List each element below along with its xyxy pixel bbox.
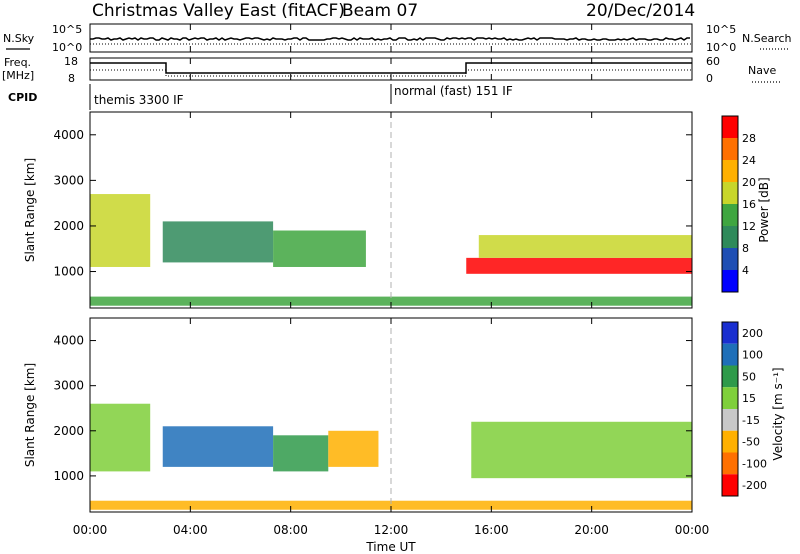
nsky-panel: N.Sky 10^5 10^0 10^5 10^0 N.Search (3, 23, 792, 54)
velocity-colorbar-tick-label: -15 (742, 414, 760, 427)
velocity-colorbar-segment (722, 322, 738, 344)
power-colorbar-tick-label: 20 (742, 176, 756, 189)
power-y-tick-label: 2000 (53, 219, 84, 233)
velocity-colorbar-segment (722, 343, 738, 366)
power-colorbar-frame (721, 115, 739, 293)
power-colorbar-segment (722, 204, 738, 226)
power-region-1 (162, 221, 274, 263)
cpid-row: CPID themis 3300 IF normal (fast) 151 IF (8, 84, 513, 110)
velocity-colorbar-segment (722, 430, 738, 453)
velocity-region-3 (328, 430, 379, 467)
power-region-2 (273, 230, 366, 267)
velocity-y-tick-label: 2000 (53, 424, 84, 438)
time-axis-label: Time UT (365, 540, 416, 554)
velocity-colorbar-tick-label: -100 (742, 457, 767, 470)
nsearch-tick-bottom: 10^0 (706, 41, 736, 54)
velocity-colorbar-segment (722, 474, 738, 496)
beam-title: Beam 07 (342, 1, 418, 21)
velocity-region-5 (90, 500, 692, 510)
freq-label-line2: [MHz] (2, 69, 34, 82)
velocity-colorbar-tick-label: 15 (742, 392, 756, 405)
power-colorbar-segment (722, 182, 738, 204)
time-tick-label: 08:00 (273, 523, 308, 537)
power-colorbar-segment (722, 226, 738, 248)
freq-label-line1: Freq. (4, 56, 31, 69)
velocity-colorbar-tick-label: -50 (742, 436, 760, 449)
time-tick-label: 16:00 (474, 523, 509, 537)
freq-tick-bottom: 8 (68, 72, 75, 85)
power-region-3 (466, 257, 692, 274)
time-tick-label: 04:00 (173, 523, 208, 537)
power-region-5 (90, 296, 692, 306)
velocity-colorbar-segment (722, 452, 738, 475)
velocity-colorbar-segment (722, 409, 738, 431)
nsearch-tick-top: 10^5 (706, 23, 736, 36)
freq-tick-top: 18 (64, 55, 78, 68)
nave-label: Nave (748, 64, 776, 77)
velocity-heatmap (90, 403, 692, 510)
velocity-colorbar: 200 100 50 15 -15 -50 -100 -200 (721, 321, 767, 497)
nsky-tick-bottom: 10^0 (52, 41, 82, 54)
velocity-y-tick-label: 1000 (53, 469, 84, 483)
nsky-label: N.Sky (3, 32, 35, 45)
power-colorbar-tick-label: 24 (742, 154, 756, 167)
nsearch-label: N.Search (742, 32, 792, 45)
cpid-label: CPID (8, 91, 37, 104)
velocity-region-1 (162, 426, 274, 467)
power-colorbar-label: Power [dB] (757, 177, 771, 242)
time-tick-label: 00:00 (675, 523, 710, 537)
time-tick-label: 00:00 (73, 523, 108, 537)
power-region-0 (90, 194, 151, 267)
power-colorbar: 4 8 12 16 20 24 28 (721, 115, 756, 293)
cpid-segment-2: normal (fast) 151 IF (394, 84, 513, 98)
nsky-trace (90, 37, 690, 41)
power-panel: 1000 2000 3000 4000 Slant Range [km] (23, 111, 693, 309)
velocity-region-4 (471, 421, 692, 479)
time-tick-label: 12:00 (374, 523, 409, 537)
station-title: Christmas Valley East (fitACF) (92, 1, 345, 21)
nave-tick-bottom: 0 (706, 72, 713, 85)
power-y-label: Slant Range [km] (23, 158, 37, 262)
velocity-colorbar-tick-label: 50 (742, 370, 756, 383)
power-y-tick-label: 1000 (53, 265, 84, 279)
power-colorbar-tick-label: 8 (742, 242, 749, 255)
freq-panel: Freq. [MHz] 18 8 60 0 Nave (2, 55, 782, 85)
velocity-y-label: Slant Range [km] (23, 363, 37, 467)
cpid-segment-1: themis 3300 IF (94, 93, 184, 107)
nave-trace (90, 69, 692, 77)
power-region-4 (478, 235, 692, 258)
velocity-colorbar-tick-label: 200 (742, 327, 763, 340)
freq-trace (90, 62, 692, 74)
power-colorbar-segment (722, 270, 738, 292)
power-y-axis: 1000 2000 3000 4000 (53, 128, 692, 279)
velocity-colorbar-segment (722, 387, 738, 409)
velocity-colorbar-segment (722, 365, 738, 388)
power-colorbar-segment (722, 248, 738, 270)
velocity-colorbar-frame (721, 321, 739, 497)
power-colorbar-tick-label: 4 (742, 264, 749, 277)
velocity-y-tick-label: 4000 (53, 334, 84, 348)
power-y-tick-label: 3000 (53, 173, 84, 187)
power-colorbar-tick-label: 12 (742, 220, 756, 233)
velocity-region-0 (90, 403, 151, 472)
power-colorbar-tick-label: 16 (742, 198, 756, 211)
power-y-tick-label: 4000 (53, 128, 84, 142)
nave-tick-top: 60 (706, 55, 720, 68)
time-tick-label: 20:00 (574, 523, 609, 537)
power-colorbar-tick-label: 28 (742, 132, 756, 145)
velocity-y-axis: 1000 2000 3000 4000 (53, 334, 692, 483)
velocity-colorbar-tick-label: -200 (742, 479, 767, 492)
velocity-colorbar-label: Velocity [m s⁻¹] (771, 367, 785, 460)
velocity-panel: 1000 2000 3000 4000 Slant Range [km] (23, 317, 693, 513)
nsky-tick-top: 10^5 (52, 23, 82, 36)
power-colorbar-segment (722, 160, 738, 182)
velocity-y-tick-label: 3000 (53, 379, 84, 393)
time-axis: 00:00 04:00 08:00 12:00 16:00 20:00 00:00 (73, 24, 710, 537)
velocity-colorbar-tick-label: 100 (742, 349, 763, 362)
velocity-region-2 (273, 435, 329, 472)
power-heatmap (90, 194, 692, 306)
date-title: 20/Dec/2014 (586, 1, 695, 21)
power-colorbar-segment (722, 138, 738, 160)
power-colorbar-segment (722, 116, 738, 138)
